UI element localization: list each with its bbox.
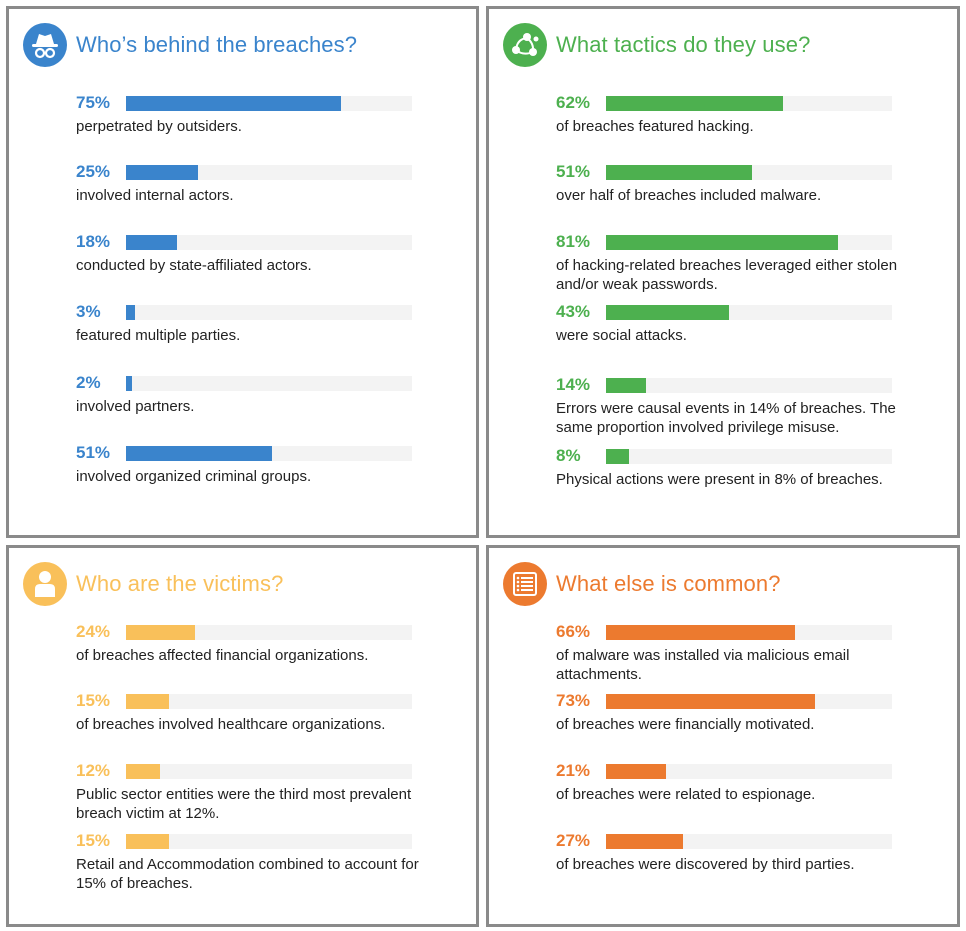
bar [126,305,135,320]
bar-track [606,96,892,111]
bar [126,764,160,779]
bar-track [126,764,412,779]
stat-description: of breaches affected financial organizat… [76,647,369,664]
bar-track [606,305,892,320]
stat-description: featured multiple parties. [76,327,241,344]
stat-description: of hacking-related breaches leveraged ei… [556,257,898,293]
stat-description: were social attacks. [556,327,687,344]
person-icon [23,562,67,606]
stat-percent-label: 14% [556,375,591,394]
stat-percent-label: 24% [76,622,111,641]
stat-percent-label: 15% [76,831,111,850]
bar-track [606,378,892,393]
list-icon [503,562,547,606]
stat-percent-label: 3% [76,302,101,321]
stat-percent-label: 8% [556,446,581,465]
stat-description: conducted by state-affiliated actors. [76,257,312,274]
bar-track [126,625,412,640]
stat-percent-label: 62% [556,93,591,112]
bar [126,165,198,180]
bar-track [126,376,412,391]
stat-percent-label: 21% [556,761,591,780]
bar-track [126,694,412,709]
panel-title: Who are the victims? [76,571,284,596]
stat-description: involved partners. [76,398,195,415]
stat-percent-label: 51% [76,443,111,462]
bar [606,625,795,640]
bar-track [126,446,412,461]
panel-title: What else is common? [556,571,781,596]
stat-percent-label: 25% [76,162,111,181]
stat-percent-label: 2% [76,373,101,392]
stat-percent-label: 73% [556,691,591,710]
panel-title: Who’s behind the breaches? [76,32,358,57]
bar-track [606,449,892,464]
panel-victims: Who are the victims? 24% of breaches affe… [6,545,479,927]
bar [126,446,272,461]
stat-description: of breaches were related to espionage. [556,786,816,803]
stat-description: Errors were causal events in 14% of brea… [556,400,896,436]
bar [606,378,646,393]
bar [606,764,666,779]
bar [126,694,169,709]
bar-track [126,96,412,111]
bar [606,449,629,464]
bar-track [126,165,412,180]
stat-percent-label: 51% [556,162,591,181]
network-nodes-icon [503,23,547,67]
bar-track [606,834,892,849]
bar-track [126,235,412,250]
stat-description: Retail and Accommodation combined to acc… [76,856,419,892]
stat-description: of breaches featured hacking. [556,118,754,135]
stat-percent-label: 75% [76,93,111,112]
bar [126,235,177,250]
panel-tactics: What tactics do they use? 62% of breaches… [486,6,960,538]
bar [126,376,132,391]
panel-title: What tactics do they use? [556,32,811,57]
stat-description: involved organized criminal groups. [76,468,312,485]
bar-track [606,694,892,709]
stat-description: Public sector entities were the third mo… [76,786,412,822]
spy-icon [23,23,67,67]
stat-description: of malware was installed via malicious e… [556,647,850,683]
stat-percent-label: 15% [76,691,111,710]
bar [126,834,169,849]
bar [126,96,341,111]
panel-whos-behind: Who’s behind the breaches? 75% perpetrate… [6,6,479,538]
stat-description: Physical actions were present in 8% of b… [556,471,883,488]
stat-percent-label: 66% [556,622,591,641]
bar [606,305,729,320]
bar-track [606,764,892,779]
bar [606,165,752,180]
bar [606,96,783,111]
stat-description: of breaches involved healthcare organiza… [76,716,386,733]
panel-common: What else is common? 66% of malware was i… [486,545,960,927]
bar-track [126,305,412,320]
stat-description: perpetrated by outsiders. [76,118,242,135]
bar-track [126,834,412,849]
stat-description: of breaches were discovered by third par… [556,856,855,873]
bar [126,625,195,640]
stat-description: over half of breaches included malware. [556,187,822,204]
bar [606,235,838,250]
stat-description: involved internal actors. [76,187,234,204]
bar-track [606,625,892,640]
bar-track [606,165,892,180]
stat-percent-label: 18% [76,232,111,251]
bar [606,834,683,849]
stat-percent-label: 81% [556,232,591,251]
stat-percent-label: 43% [556,302,591,321]
stat-percent-label: 27% [556,831,591,850]
stat-description: of breaches were financially motivated. [556,716,815,733]
bar-track [606,235,892,250]
stat-percent-label: 12% [76,761,111,780]
bar [606,694,815,709]
